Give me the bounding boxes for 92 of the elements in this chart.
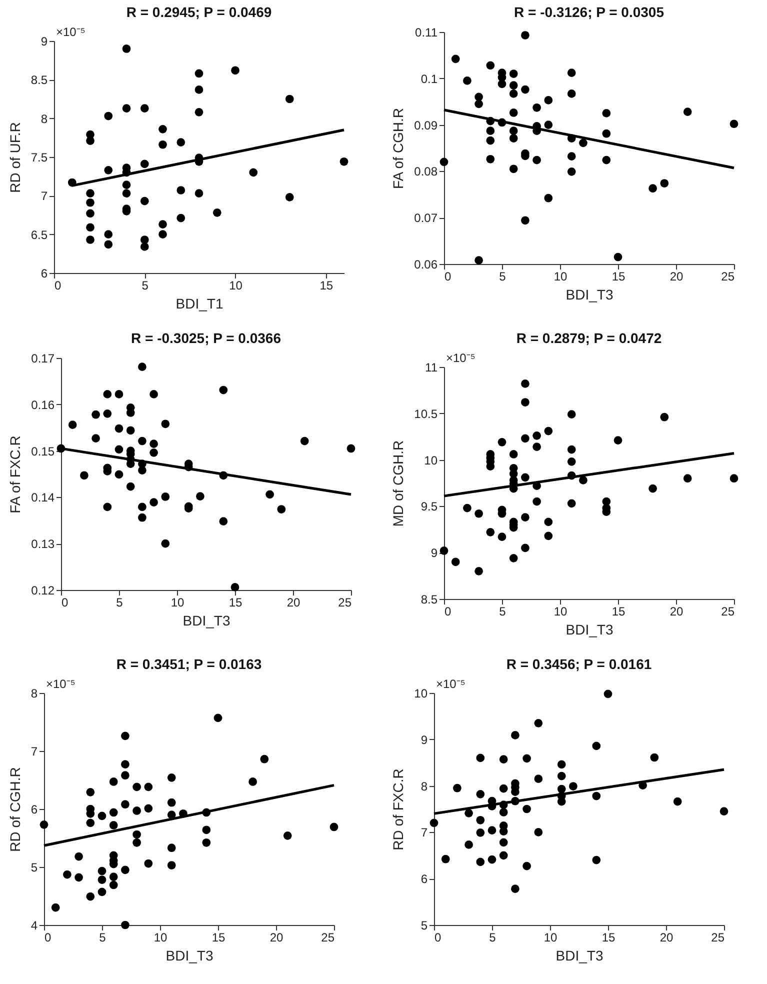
chart-title: R = -0.3126; P = 0.0305 <box>514 4 664 20</box>
x-tick-label: 5 <box>99 930 106 944</box>
y-tick-label: 0.11 <box>415 26 438 40</box>
y-tick-label: 6 <box>420 872 428 886</box>
chart-title: R = 0.2879; P = 0.0472 <box>516 330 662 346</box>
y-axis-title: RD of CGH.R <box>6 767 23 852</box>
text: ×10⁻⁵ <box>436 677 466 691</box>
x-tick-label: 25 <box>338 596 352 610</box>
x-tick-label: 20 <box>660 930 674 944</box>
x-axis-title: BDI_T3 <box>182 612 230 628</box>
x-tick-label: 5 <box>489 930 496 944</box>
chart-title: R = -0.3025; P = 0.0366 <box>131 330 282 346</box>
x-tick-label: 15 <box>602 930 616 944</box>
x-axis-title: BDI_T3 <box>566 286 614 302</box>
y-tick-label: 10.5 <box>414 406 438 421</box>
y-tick-label: 0.13 <box>31 537 55 552</box>
y-tick-label: 4 <box>30 918 38 932</box>
x-tick-label: 0 <box>434 930 442 944</box>
x-tick-label: 5 <box>499 604 506 618</box>
x-tick-label: 0 <box>62 596 68 610</box>
y-tick-label: 11 <box>425 360 438 374</box>
y-tick-label: 9 <box>420 732 428 747</box>
x-tick-label: 10 <box>154 930 168 944</box>
y-tick-label: 0.12 <box>31 584 55 598</box>
y-tick-label: 0.15 <box>31 444 55 458</box>
text: ×10⁻⁵ <box>446 351 476 365</box>
x-tick-label: 15 <box>212 930 226 944</box>
x-axis-title: BDI_T3 <box>166 948 214 964</box>
y-tick-label: 0.06 <box>414 258 438 272</box>
y-tick-label: 8 <box>30 686 38 700</box>
y-tick-label: 6 <box>40 266 48 280</box>
y-tick-label: 9 <box>40 34 48 48</box>
chart-title: R = 0.3456; P = 0.0161 <box>506 656 652 672</box>
x-tick-label: 10 <box>554 270 568 284</box>
x-tick-label: 20 <box>670 604 684 618</box>
y-tick-label: 8 <box>420 779 428 794</box>
x-tick-label: 0 <box>44 930 52 944</box>
y-tick-label: 8.5 <box>30 73 48 88</box>
x-tick-label: 25 <box>721 270 735 284</box>
y-tick-label: 7 <box>40 189 48 204</box>
y-tick-label: 10 <box>414 686 428 700</box>
x-tick-label: 25 <box>721 604 735 618</box>
y-tick-label: 5 <box>420 918 428 932</box>
chart-title: R = 0.2945; P = 0.0469 <box>126 4 272 20</box>
x-tick-label: 0 <box>54 278 62 292</box>
y-tick-label: 0.17 <box>31 352 55 366</box>
x-tick-label: 20 <box>286 596 300 610</box>
y-tick-label: 0.1 <box>420 72 438 86</box>
y-tick-label: 6 <box>30 802 38 816</box>
y-tick-label: 9.5 <box>420 500 438 514</box>
y-tick-label: 5 <box>30 860 38 874</box>
y-axis-title: FA of FXC.R <box>7 436 24 514</box>
x-tick-label: 20 <box>270 930 284 944</box>
y-tick-label: 8 <box>40 112 48 126</box>
x-tick-label: 25 <box>321 930 335 944</box>
x-tick-label: 5 <box>142 278 149 292</box>
y-tick-label: 0.08 <box>414 164 438 179</box>
y-tick-label: 10 <box>424 453 438 468</box>
x-tick-label: 15 <box>320 278 334 292</box>
x-tick-label: 15 <box>612 270 626 284</box>
x-tick-label: 15 <box>612 604 626 618</box>
y-tick-label: 8.5 <box>420 592 438 606</box>
y-tick-label: 7 <box>30 744 38 758</box>
y-tick-label: 0.16 <box>31 398 55 412</box>
y-tick-label: 7 <box>420 826 428 840</box>
x-tick-label: 5 <box>499 270 506 284</box>
x-axis-title: BDI_T3 <box>566 622 614 638</box>
x-tick-label: 0 <box>444 270 452 284</box>
x-tick-label: 10 <box>229 278 243 292</box>
y-tick-label: 0.07 <box>414 211 438 226</box>
x-axis-title: BDI_T3 <box>556 948 604 964</box>
x-tick-label: 10 <box>170 596 184 610</box>
y-tick-label: 9 <box>430 546 438 560</box>
x-tick-label: 25 <box>711 930 725 944</box>
y-axis-title: MD of CGH.R <box>390 440 406 527</box>
y-tick-label: 6.5 <box>30 228 48 242</box>
text: ×10⁻⁵ <box>46 677 76 691</box>
x-tick-label: 20 <box>670 270 684 284</box>
y-axis-title: FA of CGH.R <box>390 108 406 189</box>
x-tick-label: 15 <box>228 596 242 610</box>
text: ×10⁻⁵ <box>56 25 86 39</box>
chart-title: R = 0.3451; P = 0.0163 <box>116 656 262 672</box>
x-tick-label: 10 <box>544 930 558 944</box>
x-tick-label: 0 <box>444 604 452 618</box>
y-axis-title: RD of FXC.R <box>390 768 406 850</box>
y-tick-label: 0.09 <box>414 118 438 132</box>
x-tick-label: 5 <box>116 596 124 610</box>
x-axis-title: BDI_T1 <box>176 296 224 312</box>
x-tick-label: 10 <box>554 604 568 618</box>
y-tick-label: 0.14 <box>31 490 55 505</box>
y-tick-label: 7.5 <box>30 150 48 164</box>
y-axis-title: RD of UF.R <box>6 122 23 193</box>
